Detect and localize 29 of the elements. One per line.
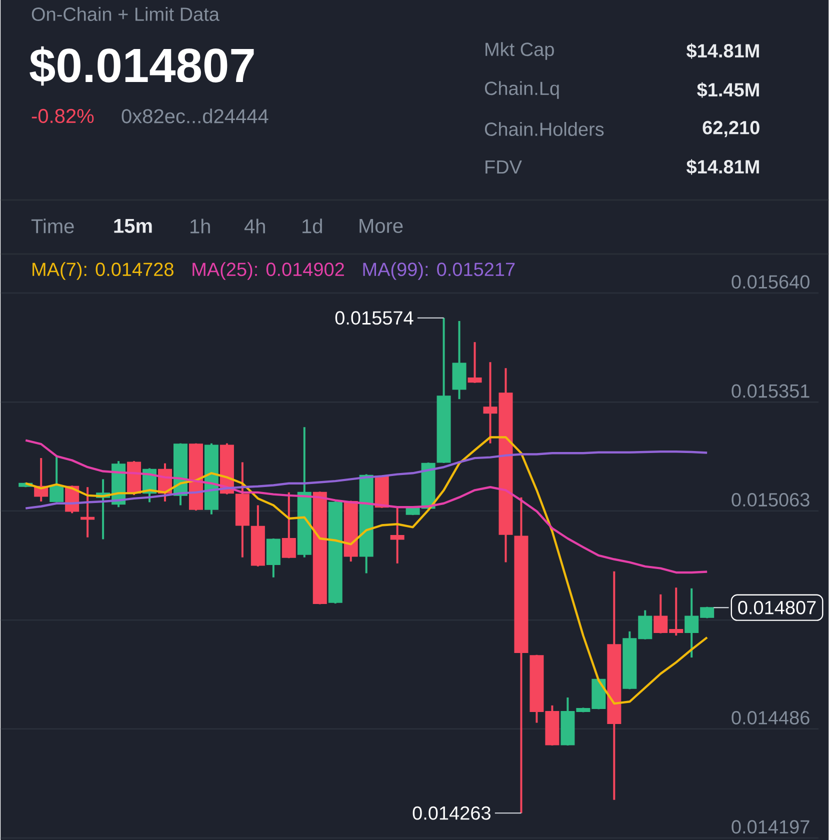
annotation: 0.014263: [412, 806, 490, 820]
text: More: [360, 219, 403, 233]
text: Mkt Cap: [485, 42, 554, 60]
text: $1.45M: [696, 82, 759, 98]
text: 62,210: [702, 120, 760, 138]
y-tick-label: 0.014486: [732, 710, 810, 724]
text: Chain.Lq: [484, 81, 559, 99]
text: 15m: [114, 219, 152, 233]
text: MA(25): 0.014902: [192, 262, 344, 280]
text: $14.81M: [686, 43, 759, 59]
y-tick-label: 0.014197: [732, 820, 810, 834]
chart-subtitle: On-Chain + Limit Data: [32, 7, 220, 21]
text: FDV: [485, 160, 522, 174]
chart-title: $0.014807: [30, 46, 254, 86]
text: -0.82%: [32, 108, 94, 124]
text: 0x82ec...d24444: [122, 108, 268, 124]
text: MA(7): 0.014728: [32, 262, 174, 280]
text: $14.81M: [686, 159, 759, 175]
text: 1h: [190, 218, 210, 234]
text: 0.014807: [738, 600, 816, 614]
y-tick-label: 0.015351: [732, 384, 810, 398]
annotation: 0.015574: [335, 311, 414, 325]
text: 1d: [302, 218, 322, 234]
text: 4h: [244, 218, 265, 234]
text: MA(99): 0.015217: [363, 262, 515, 280]
text: Chain.Holders: [484, 122, 604, 136]
text: Time: [31, 218, 74, 234]
y-tick-label: 0.015640: [732, 275, 810, 289]
y-tick-label: 0.015063: [732, 493, 810, 507]
